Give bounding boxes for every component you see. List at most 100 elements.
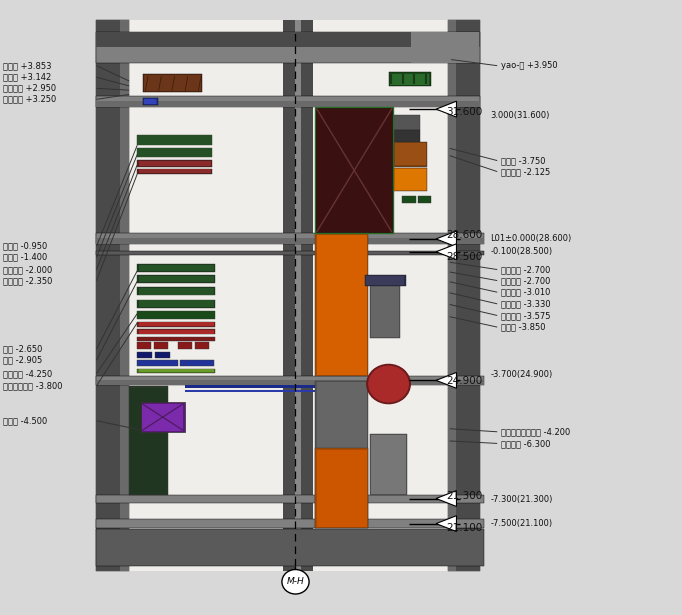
Bar	[394, 142, 427, 167]
Text: 28.600: 28.600	[446, 230, 483, 240]
Text: 24.900: 24.900	[446, 376, 483, 386]
Bar	[316, 108, 392, 232]
Text: -0.100(28.500): -0.100(28.500)	[490, 247, 552, 256]
Text: 排烟风管 -6.300: 排烟风管 -6.300	[501, 439, 550, 448]
Bar	[96, 97, 480, 107]
Polygon shape	[436, 231, 456, 247]
Text: 排烟风管 -2.125: 排烟风管 -2.125	[501, 167, 550, 176]
Bar	[418, 196, 431, 204]
Circle shape	[282, 569, 309, 594]
Bar	[138, 322, 214, 327]
Bar	[390, 74, 429, 85]
Bar	[96, 20, 480, 571]
Bar	[283, 20, 295, 571]
Polygon shape	[436, 515, 456, 531]
Bar	[411, 32, 479, 63]
Bar	[137, 287, 216, 295]
Polygon shape	[436, 101, 456, 117]
Bar	[316, 235, 367, 375]
Text: 送风管 -3.750: 送风管 -3.750	[501, 156, 545, 165]
Bar	[96, 32, 480, 47]
Bar	[394, 130, 421, 142]
Bar	[371, 435, 406, 494]
Text: 31.600: 31.600	[446, 106, 483, 117]
Bar	[313, 20, 447, 571]
Bar	[456, 20, 480, 571]
Text: 弱电桥架 -3.010: 弱电桥架 -3.010	[501, 288, 550, 296]
Bar	[137, 369, 216, 373]
Text: 弱电桥架 +3.250: 弱电桥架 +3.250	[3, 95, 56, 104]
Bar	[144, 75, 201, 91]
Text: 加压送风 -4.250: 加压送风 -4.250	[3, 369, 52, 378]
Bar	[96, 239, 484, 244]
Bar	[137, 148, 212, 157]
Text: 弱电桥架 -2.700: 弱电桥架 -2.700	[501, 265, 550, 274]
Bar	[394, 114, 421, 130]
Bar	[316, 450, 367, 526]
Bar	[402, 196, 416, 204]
Bar	[129, 20, 283, 571]
Bar	[178, 342, 192, 349]
Bar	[295, 20, 301, 571]
Text: 弱电桥架 -3.330: 弱电桥架 -3.330	[501, 300, 550, 308]
Bar	[180, 360, 214, 367]
Text: 送风管 +3.853: 送风管 +3.853	[3, 61, 51, 70]
Bar	[365, 275, 406, 286]
Text: 28.500: 28.500	[446, 252, 483, 263]
Text: 污水管 -4.500: 污水管 -4.500	[3, 416, 47, 425]
Bar	[137, 322, 216, 327]
Text: 强电桥架 -2.000: 强电桥架 -2.000	[3, 265, 52, 274]
Bar	[137, 300, 216, 308]
Text: 空调冷热水回水管 -4.200: 空调冷热水回水管 -4.200	[501, 427, 570, 436]
Bar	[137, 169, 212, 174]
Bar	[129, 386, 168, 496]
Bar	[138, 330, 214, 334]
Bar	[315, 448, 368, 528]
Text: 送风管 -1.400: 送风管 -1.400	[3, 253, 47, 262]
Text: 送风管 -0.950: 送风管 -0.950	[3, 242, 47, 251]
Bar	[96, 529, 484, 566]
Bar	[138, 264, 214, 271]
Bar	[96, 376, 484, 384]
Bar	[370, 277, 400, 338]
Text: -3.700(24.900): -3.700(24.900)	[490, 370, 552, 379]
Bar	[366, 276, 404, 285]
Bar	[137, 135, 212, 145]
Circle shape	[367, 365, 411, 403]
Bar	[185, 389, 409, 392]
Bar	[185, 384, 409, 388]
Bar	[137, 311, 216, 319]
Polygon shape	[436, 373, 456, 388]
Text: 母线 -2.905: 母线 -2.905	[3, 355, 42, 365]
Bar	[137, 342, 151, 349]
Bar	[143, 98, 158, 105]
Bar	[154, 342, 168, 349]
Bar	[447, 20, 480, 571]
Text: M-H: M-H	[286, 577, 304, 586]
Text: -7.300(21.300): -7.300(21.300)	[490, 495, 553, 504]
Text: 自动喜水 +2.950: 自动喜水 +2.950	[3, 84, 56, 93]
Bar	[315, 107, 394, 234]
Polygon shape	[436, 244, 456, 260]
Text: -7.500(21.100): -7.500(21.100)	[490, 518, 552, 528]
Bar	[143, 74, 203, 92]
Bar	[315, 381, 368, 528]
Bar	[138, 169, 211, 173]
Bar	[96, 20, 129, 571]
Bar	[389, 73, 430, 86]
Bar	[96, 101, 480, 107]
Bar	[96, 495, 484, 504]
Bar	[142, 403, 183, 430]
Text: 强电桥架 -2.350: 强电桥架 -2.350	[3, 276, 52, 285]
Bar	[120, 20, 129, 571]
Bar	[316, 382, 367, 526]
Polygon shape	[436, 491, 456, 507]
Bar	[137, 329, 216, 335]
Bar	[447, 20, 456, 571]
Bar	[315, 107, 394, 234]
Text: 消火栏给水管 -3.800: 消火栏给水管 -3.800	[3, 381, 62, 391]
Bar	[137, 148, 212, 157]
Bar	[395, 169, 426, 190]
Bar	[96, 379, 484, 384]
Bar	[395, 143, 426, 165]
